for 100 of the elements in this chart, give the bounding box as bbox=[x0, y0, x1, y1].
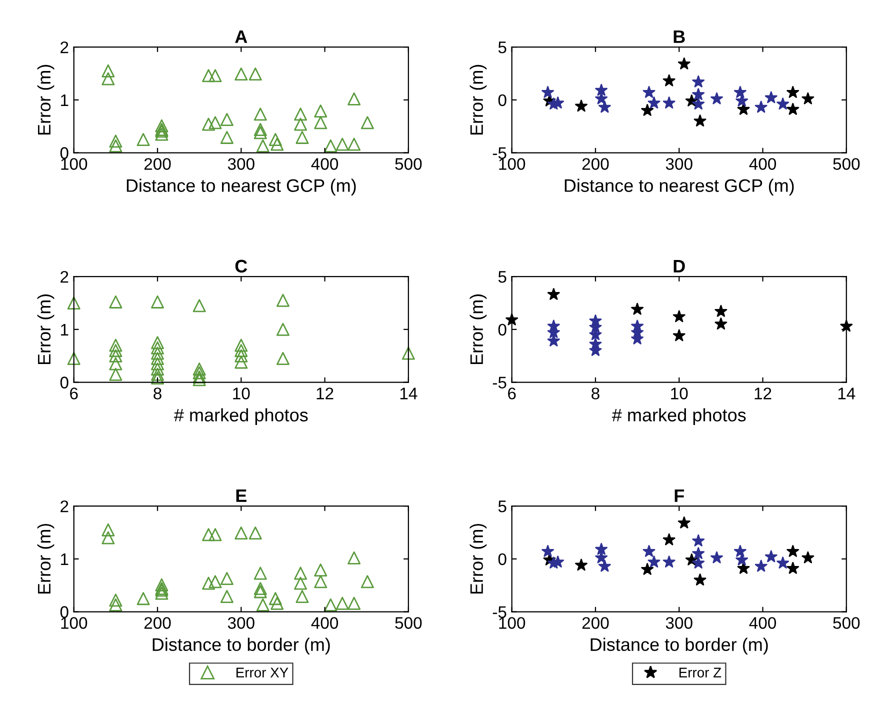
y-tick-label: 5 bbox=[498, 500, 506, 512]
point bbox=[710, 92, 723, 104]
point bbox=[324, 598, 338, 612]
point bbox=[254, 566, 267, 580]
point bbox=[220, 572, 234, 585]
point bbox=[208, 69, 222, 82]
point bbox=[192, 370, 206, 384]
x-tick-label: 400 bbox=[311, 158, 338, 170]
point bbox=[234, 349, 248, 362]
point bbox=[254, 126, 267, 140]
point bbox=[67, 352, 80, 365]
y-axis-title: Error (m) bbox=[470, 294, 487, 364]
point bbox=[348, 551, 361, 564]
point bbox=[314, 104, 328, 118]
point bbox=[202, 576, 216, 590]
point bbox=[641, 104, 654, 116]
point bbox=[136, 133, 150, 146]
x-axis-title: Distance to nearest GCP (m) bbox=[126, 178, 356, 196]
x-tick-label: 400 bbox=[749, 617, 776, 629]
y-tick-label: 1 bbox=[61, 554, 68, 565]
point bbox=[248, 68, 262, 81]
point bbox=[208, 528, 222, 542]
point bbox=[276, 322, 290, 336]
point bbox=[336, 138, 349, 151]
x-tick-label: 500 bbox=[395, 617, 422, 629]
x-tick-label: 500 bbox=[833, 158, 860, 170]
point bbox=[754, 100, 768, 113]
point bbox=[155, 586, 168, 600]
x-tick-label: 14 bbox=[838, 388, 856, 400]
x-tick-label: 100 bbox=[61, 617, 88, 629]
point bbox=[348, 92, 361, 106]
x-tick-label: 200 bbox=[582, 617, 609, 629]
point bbox=[109, 598, 122, 612]
x-tick-label: 100 bbox=[499, 158, 526, 170]
x-tick-label: 8 bbox=[154, 388, 162, 400]
x-tick-label: 8 bbox=[592, 388, 600, 400]
x-tick-label: 10 bbox=[233, 388, 250, 400]
x-tick-label: 300 bbox=[666, 158, 692, 170]
point bbox=[547, 334, 560, 346]
point bbox=[234, 68, 248, 81]
point bbox=[151, 368, 164, 381]
point bbox=[109, 344, 122, 358]
point bbox=[631, 302, 644, 315]
point bbox=[296, 590, 309, 603]
point bbox=[268, 133, 282, 146]
y-tick-label: 1 bbox=[61, 324, 68, 336]
point bbox=[402, 346, 415, 360]
x-tick-label: 300 bbox=[228, 158, 254, 170]
point bbox=[692, 98, 705, 110]
x-axis-title: # marked photos bbox=[612, 408, 746, 426]
point bbox=[136, 592, 150, 606]
x-axis-title: Distance to nearest GCP (m) bbox=[564, 178, 794, 196]
point bbox=[672, 310, 686, 322]
point bbox=[598, 100, 611, 113]
point bbox=[662, 556, 676, 568]
point bbox=[672, 329, 686, 342]
y-tick-label: 0 bbox=[60, 147, 68, 159]
point bbox=[192, 373, 206, 386]
point bbox=[694, 114, 706, 126]
point bbox=[324, 139, 338, 152]
point bbox=[254, 108, 267, 121]
point bbox=[642, 545, 656, 557]
point bbox=[192, 362, 206, 376]
y-axis-title: Error (m) bbox=[470, 64, 487, 135]
point bbox=[648, 556, 660, 568]
point bbox=[662, 96, 676, 108]
point bbox=[270, 596, 284, 610]
y-tick-label: 2 bbox=[60, 500, 68, 512]
point bbox=[642, 86, 656, 98]
point bbox=[662, 74, 676, 86]
y-tick-label: -5 bbox=[492, 147, 506, 159]
point bbox=[256, 598, 270, 612]
point bbox=[202, 118, 216, 131]
point bbox=[109, 338, 122, 352]
x-tick-label: 200 bbox=[144, 158, 171, 170]
y-tick-label: -5 bbox=[492, 606, 506, 618]
y-axis-title: Error (m) bbox=[470, 524, 487, 594]
y-tick-label: 0 bbox=[498, 94, 506, 106]
point bbox=[151, 336, 164, 350]
x-tick-label: 300 bbox=[666, 617, 692, 629]
point bbox=[678, 57, 690, 70]
point bbox=[776, 556, 790, 569]
point bbox=[151, 372, 164, 385]
point bbox=[764, 91, 778, 104]
point bbox=[102, 72, 115, 86]
point bbox=[109, 357, 122, 370]
y-tick-label: 0 bbox=[60, 376, 68, 388]
x-tick-label: 200 bbox=[144, 617, 171, 629]
y-tick-label: 1 bbox=[61, 94, 68, 106]
point bbox=[764, 550, 778, 562]
x-tick-label: 100 bbox=[61, 158, 88, 170]
x-axis-title: Distance to border (m) bbox=[152, 638, 330, 655]
x-tick-label: 6 bbox=[508, 388, 516, 400]
point bbox=[220, 130, 234, 144]
point bbox=[254, 582, 267, 596]
point bbox=[336, 596, 349, 610]
point bbox=[314, 116, 328, 130]
point bbox=[294, 118, 308, 131]
point bbox=[151, 341, 164, 354]
point bbox=[595, 542, 608, 555]
